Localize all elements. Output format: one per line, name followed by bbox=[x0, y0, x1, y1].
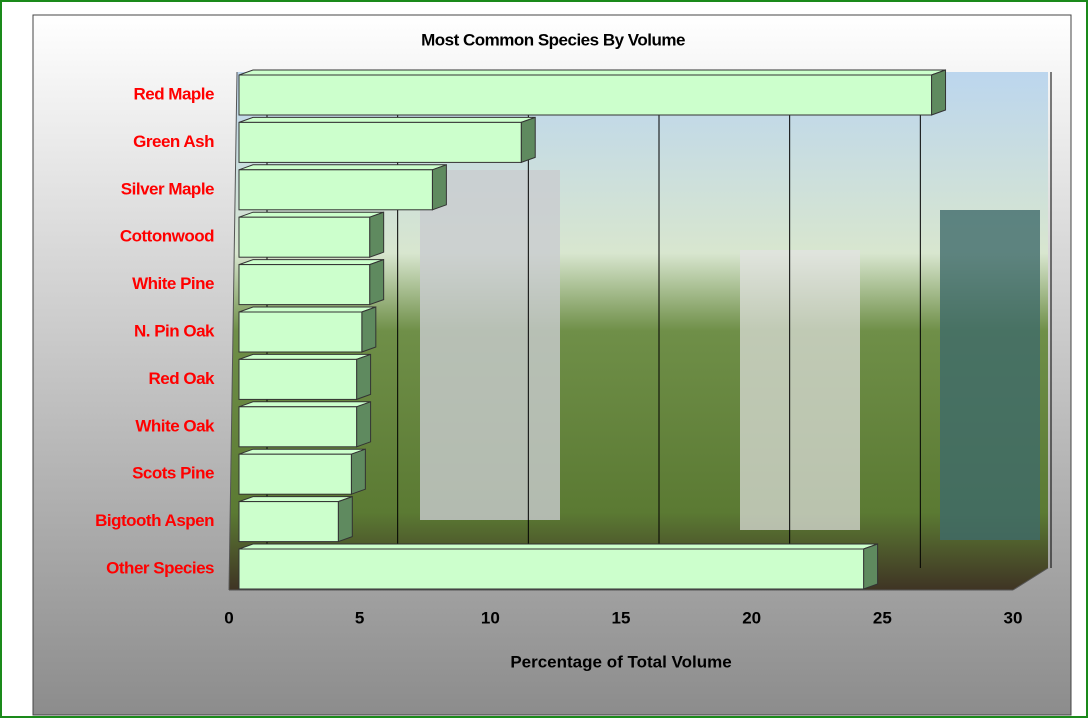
x-tick-label: 0 bbox=[224, 608, 233, 627]
category-label: Silver Maple bbox=[121, 179, 214, 198]
category-label: Bigtooth Aspen bbox=[95, 511, 214, 530]
x-tick-label: 30 bbox=[1004, 608, 1023, 627]
photo-person bbox=[740, 250, 860, 530]
category-label: Red Maple bbox=[133, 84, 214, 103]
x-tick-label: 15 bbox=[612, 608, 631, 627]
bar-side bbox=[357, 354, 371, 399]
chart-title: Most Common Species By Volume bbox=[421, 30, 685, 49]
x-tick-label: 5 bbox=[355, 608, 364, 627]
bar-side bbox=[362, 307, 376, 352]
bar-side bbox=[338, 497, 352, 542]
bar bbox=[239, 549, 864, 589]
bar-side bbox=[932, 70, 946, 115]
bar bbox=[239, 312, 362, 352]
bar bbox=[239, 217, 370, 257]
chart: Most Common Species By Volume Percentage… bbox=[0, 0, 1088, 718]
bar bbox=[239, 502, 338, 542]
x-tick-label: 10 bbox=[481, 608, 500, 627]
bar-top bbox=[239, 354, 371, 359]
x-axis-title: Percentage of Total Volume bbox=[510, 652, 731, 671]
bar-side bbox=[370, 260, 384, 305]
bar bbox=[239, 265, 370, 305]
bar-top bbox=[239, 70, 946, 75]
category-label: White Oak bbox=[135, 416, 215, 435]
bar bbox=[239, 407, 357, 447]
bar-side bbox=[351, 449, 365, 494]
bar-side bbox=[370, 212, 384, 257]
bar-side bbox=[521, 117, 535, 162]
bar-top bbox=[239, 544, 878, 549]
bar-top bbox=[239, 260, 384, 265]
bar-top bbox=[239, 117, 535, 122]
bar-side bbox=[864, 544, 878, 589]
photo-person bbox=[940, 210, 1040, 540]
bar-top bbox=[239, 449, 365, 454]
bar-top bbox=[239, 212, 384, 217]
x-tick-label: 20 bbox=[742, 608, 761, 627]
bar bbox=[239, 75, 932, 115]
bar bbox=[239, 359, 357, 399]
bar-top bbox=[239, 402, 371, 407]
bar bbox=[239, 454, 351, 494]
category-label: Red Oak bbox=[149, 369, 216, 388]
category-label: N. Pin Oak bbox=[134, 321, 215, 340]
bar-top bbox=[239, 165, 446, 170]
bar bbox=[239, 122, 521, 162]
bar-top bbox=[239, 307, 376, 312]
category-label: Other Species bbox=[106, 558, 214, 577]
category-label: Scots Pine bbox=[132, 464, 214, 483]
bar-side bbox=[432, 165, 446, 210]
x-tick-label: 25 bbox=[873, 608, 892, 627]
category-label: White Pine bbox=[132, 274, 214, 293]
bar-top bbox=[239, 497, 352, 502]
bar bbox=[239, 170, 432, 210]
category-label: Cottonwood bbox=[120, 227, 214, 246]
photo-person bbox=[420, 170, 560, 520]
bar-side bbox=[357, 402, 371, 447]
category-label: Green Ash bbox=[133, 132, 214, 151]
